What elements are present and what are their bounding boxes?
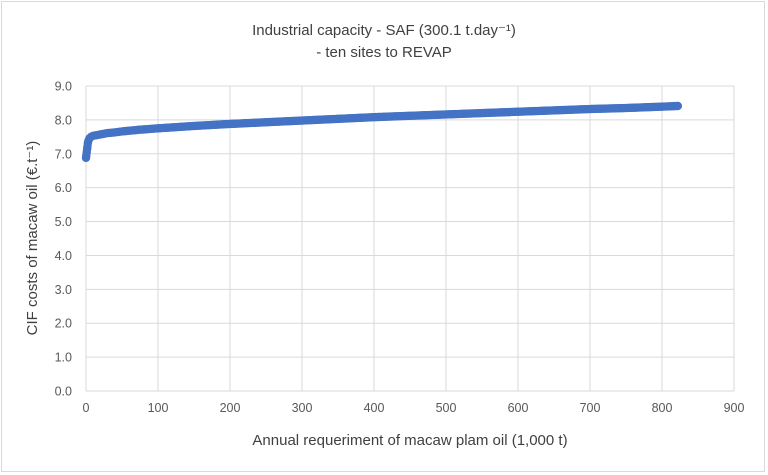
x-tick-label: 900 [724, 401, 745, 415]
x-tick-label: 600 [508, 401, 529, 415]
y-tick-label: 5.0 [55, 215, 72, 229]
chart-title-line-2: - ten sites to REVAP [316, 44, 452, 61]
y-tick-label: 6.0 [55, 181, 72, 195]
chart-title-line-1: Industrial capacity - SAF (300.1 t.day⁻¹… [252, 22, 516, 39]
y-tick-label: 3.0 [55, 283, 72, 297]
y-tick-label: 2.0 [55, 317, 72, 331]
y-tick-label: 7.0 [55, 147, 72, 161]
gridlines [85, 85, 735, 392]
x-axis-label: Annual requeriment of macaw plam oil (1,… [252, 432, 567, 449]
y-axis-label: CIF costs of macaw oil (€.t⁻¹) [24, 141, 41, 336]
y-tick-label: 8.0 [55, 113, 72, 127]
x-tick-label: 700 [580, 401, 601, 415]
x-tick-label: 300 [292, 401, 313, 415]
x-tick-label: 200 [220, 401, 241, 415]
x-tick-label: 500 [436, 401, 457, 415]
x-tick-label: 400 [364, 401, 385, 415]
x-tick-label: 800 [652, 401, 673, 415]
x-tick-label: 100 [148, 401, 169, 415]
x-tick-label: 0 [83, 401, 90, 415]
y-tick-label: 4.0 [55, 249, 72, 263]
y-tick-label: 9.0 [55, 80, 72, 94]
data-point [673, 101, 683, 111]
y-tick-label: 1.0 [55, 351, 72, 365]
y-tick-label: 0.0 [55, 385, 72, 399]
chart-title: Industrial capacity - SAF (300.1 t.day⁻¹… [0, 20, 768, 64]
x-axis-ticks: 0 100 200 300 400 500 600 700 800 900 [83, 401, 745, 415]
y-axis-ticks: 0.0 1.0 2.0 3.0 4.0 5.0 6.0 7.0 8.0 9.0 [55, 80, 72, 399]
data-series [81, 101, 683, 163]
